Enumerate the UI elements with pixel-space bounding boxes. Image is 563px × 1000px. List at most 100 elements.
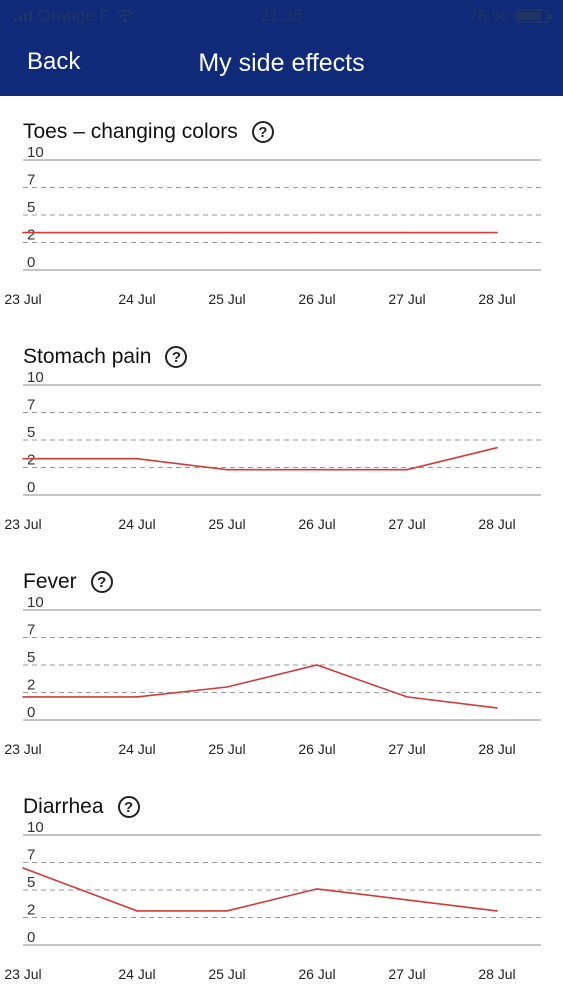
y-tick-label: 0 bbox=[27, 254, 35, 271]
data-point bbox=[226, 686, 228, 688]
x-tick-label: 27 Jul bbox=[388, 291, 425, 307]
signal-icon bbox=[14, 10, 32, 22]
x-tick-label: 23 Jul bbox=[4, 516, 41, 532]
side-effect-section: Stomach pain? 10 7 5 2 0 23 Jul 24 Jul 25 Jul 26 … bbox=[0, 342, 563, 542]
x-tick-label: 24 Jul bbox=[118, 291, 155, 307]
y-tick-label: 10 bbox=[27, 369, 44, 386]
x-tick-label: 27 Jul bbox=[388, 516, 425, 532]
y-tick-label: 0 bbox=[27, 479, 35, 496]
y-tick-label: 7 bbox=[27, 397, 35, 414]
x-tick-label: 24 Jul bbox=[118, 516, 155, 532]
help-icon[interactable]: ? bbox=[251, 121, 274, 143]
x-tick-label: 25 Jul bbox=[208, 516, 245, 532]
y-tick-label: 7 bbox=[27, 622, 35, 639]
y-tick-label: 5 bbox=[27, 424, 35, 441]
y-tick-label: 2 bbox=[27, 902, 35, 919]
series-line bbox=[22, 867, 498, 912]
x-tick-label: 25 Jul bbox=[208, 966, 245, 982]
section-header: Fever? bbox=[23, 567, 113, 597]
side-effect-section: Fever? 10 7 5 2 0 23 Jul 24 Jul 25 Jul 26 Jul 27 J… bbox=[0, 567, 563, 767]
y-tick-label: 0 bbox=[27, 704, 35, 721]
status-bar: Orange F 21:35 78 % bbox=[0, 0, 563, 30]
section-header: Stomach pain? bbox=[23, 342, 188, 372]
battery-icon bbox=[515, 9, 552, 23]
chart-title: Fever bbox=[23, 570, 77, 593]
series-line bbox=[23, 664, 498, 709]
data-point bbox=[406, 696, 408, 698]
y-tick-label: 10 bbox=[27, 819, 44, 836]
chart-title: Toes – changing colors bbox=[23, 120, 238, 143]
y-tick-label: 7 bbox=[27, 847, 35, 864]
battery-percent: 78 % bbox=[468, 6, 507, 25]
data-point bbox=[406, 231, 408, 234]
x-tick-label: 26 Jul bbox=[298, 291, 335, 307]
x-tick-label: 28 Jul bbox=[478, 516, 515, 532]
data-point bbox=[496, 231, 498, 234]
line-chart: 10 7 5 2 0 23 Jul 24 Jul 25 Jul 26 Jul 27 Jul 28 J… bbox=[4, 369, 541, 532]
line-chart: 10 7 5 2 0 23 Jul 24 Jul 25 Jul 26 Jul 27 Jul 28 J… bbox=[4, 819, 541, 982]
data-point bbox=[22, 867, 24, 869]
carrier-name: Orange F bbox=[38, 6, 110, 25]
data-point bbox=[316, 468, 318, 471]
x-tick-label: 24 Jul bbox=[118, 741, 155, 757]
y-tick-label: 5 bbox=[27, 874, 35, 891]
data-point bbox=[136, 231, 138, 234]
data-point bbox=[22, 231, 24, 234]
x-tick-label: 25 Jul bbox=[208, 741, 245, 757]
y-tick-label: 2 bbox=[27, 227, 35, 244]
data-point bbox=[316, 888, 318, 890]
x-tick-label: 27 Jul bbox=[388, 741, 425, 757]
x-tick-label: 28 Jul bbox=[478, 966, 515, 982]
x-tick-label: 23 Jul bbox=[4, 966, 41, 982]
x-tick-label: 24 Jul bbox=[118, 966, 155, 982]
wifi-icon bbox=[116, 9, 134, 23]
data-point bbox=[226, 468, 228, 471]
x-tick-label: 28 Jul bbox=[478, 291, 515, 307]
x-tick-label: 23 Jul bbox=[4, 291, 41, 307]
x-tick-label: 27 Jul bbox=[388, 966, 425, 982]
data-point bbox=[226, 231, 228, 234]
help-icon[interactable]: ? bbox=[117, 796, 140, 818]
help-icon[interactable]: ? bbox=[90, 571, 113, 593]
chart-title: Stomach pain bbox=[23, 345, 152, 368]
x-tick-label: 26 Jul bbox=[298, 966, 335, 982]
data-point bbox=[22, 457, 24, 460]
back-button[interactable]: Back bbox=[27, 48, 81, 75]
y-tick-label: 0 bbox=[27, 929, 35, 946]
data-point bbox=[316, 664, 318, 666]
status-right: 78 % bbox=[468, 6, 552, 26]
data-point bbox=[22, 696, 24, 698]
nav-bar: Orange F 21:35 78 % Back My side effects bbox=[0, 0, 563, 96]
line-chart: 10 7 5 2 0 23 Jul 24 Jul 25 Jul 26 Jul 27 Jul 28 J… bbox=[4, 594, 541, 757]
status-left: Orange F bbox=[14, 6, 134, 26]
data-point bbox=[496, 446, 498, 449]
data-point bbox=[316, 231, 318, 234]
help-icon[interactable]: ? bbox=[165, 346, 188, 368]
x-tick-label: 25 Jul bbox=[208, 291, 245, 307]
section-header: Diarrhea? bbox=[23, 792, 140, 822]
y-tick-label: 7 bbox=[27, 172, 35, 189]
data-point bbox=[226, 910, 228, 912]
data-point bbox=[496, 707, 498, 709]
data-point bbox=[496, 910, 498, 912]
y-tick-label: 10 bbox=[27, 144, 44, 161]
side-effect-section: Diarrhea? 10 7 5 2 0 23 Jul 24 Jul 25 Jul 26 Jul 2… bbox=[0, 792, 563, 992]
section-header: Toes – changing colors? bbox=[23, 117, 274, 147]
chart-title: Diarrhea bbox=[23, 795, 104, 818]
data-point bbox=[406, 899, 408, 901]
data-point bbox=[136, 910, 138, 912]
x-tick-label: 28 Jul bbox=[478, 741, 515, 757]
y-tick-label: 5 bbox=[27, 199, 35, 216]
line-chart: 10 7 5 2 0 23 Jul 24 Jul 25 Jul 26 Jul 27 Jul 28 J… bbox=[4, 144, 541, 307]
y-tick-label: 5 bbox=[27, 649, 35, 666]
y-tick-label: 2 bbox=[27, 452, 35, 469]
side-effect-section: Toes – changing colors? 10 7 5 2 0 23 Jul 24 Ju… bbox=[0, 117, 563, 317]
y-tick-label: 10 bbox=[27, 594, 44, 611]
data-point bbox=[406, 468, 408, 471]
data-point bbox=[136, 696, 138, 698]
y-tick-label: 2 bbox=[27, 677, 35, 694]
x-tick-label: 23 Jul bbox=[4, 741, 41, 757]
x-tick-label: 26 Jul bbox=[298, 516, 335, 532]
data-point bbox=[136, 457, 138, 460]
series-line bbox=[23, 446, 498, 471]
